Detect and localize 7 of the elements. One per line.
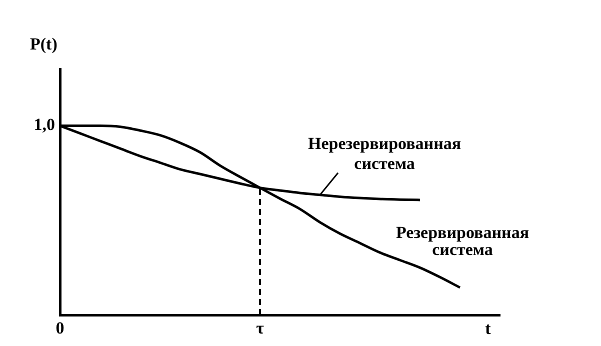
x-tick-label: τ [256,318,264,338]
series-label: Резервированная система [396,223,530,260]
x-tick-label: 0 [56,318,64,338]
series-label: Нерезервированная система [308,134,462,173]
text: 1,0 [34,115,55,134]
x-axis-title: t [485,318,492,338]
y-axis-title: P(t) [30,34,58,54]
